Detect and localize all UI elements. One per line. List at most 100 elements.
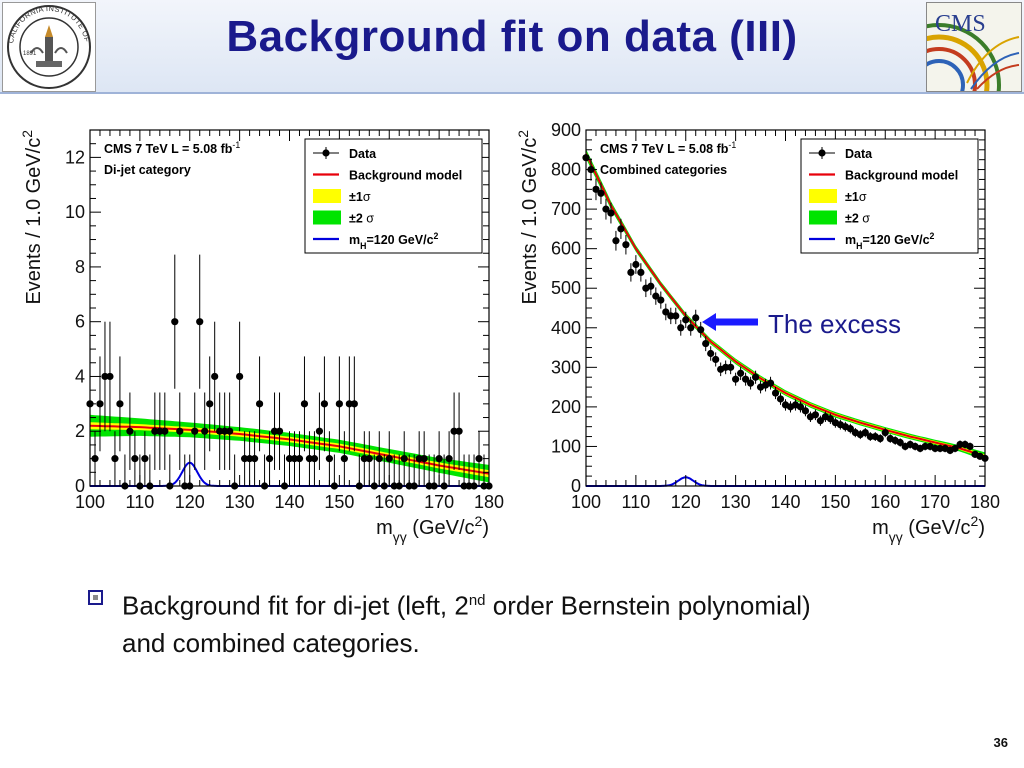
combined-data-point [846,425,854,433]
combined-x-axis-label: mγγ (GeV/c2) [872,513,985,545]
combined-data-point [881,429,889,437]
dijet-data-point [161,427,169,435]
dijet-data-point [315,427,324,435]
combined-data-point [692,314,700,322]
combined-data-point [662,308,670,316]
dijet-y-tick-label: 2 [75,421,85,441]
dijet-data-point [226,427,234,435]
combined-data-point [746,379,755,387]
bullet-text: Background fit for di-jet (left, 2nd ord… [122,582,982,662]
dijet-data-point [196,318,204,326]
dijet-data-point [345,400,353,408]
dijet-data-point [420,455,428,463]
dijet-y-tick-label: 8 [75,257,85,277]
excess-annotation: The excess [768,309,901,339]
combined-data-point [622,241,630,249]
combined-legend-label: ±1σ [845,190,867,204]
dijet-data-point [191,427,199,435]
dijet-data-point [151,427,159,435]
dijet-data-point [285,455,294,463]
combined-data-point [657,296,665,304]
combined-data-point [896,438,904,447]
dijet-x-axis-label: mγγ (GeV/c2) [376,513,489,545]
combined-data-point [732,375,740,383]
dijet-x-tick-label: 120 [175,492,205,512]
dijet-data-point [250,455,259,463]
dijet-data-point [300,400,309,408]
dijet-data-point [111,455,119,463]
combined-legend-label: Data [845,147,873,161]
combined-y-tick-label: 900 [551,120,581,140]
combined-data-point [592,185,600,193]
bullet-text-part1: Background fit for di-jet (left, 2 [122,590,469,621]
combined-data-point [966,442,974,451]
dijet-data-point [275,427,284,435]
bullet-text-sup: nd [468,592,486,609]
dijet-data-point [325,455,333,463]
combined-data-point [667,312,675,320]
combined-data-point [682,316,690,324]
combined-data-point [866,432,874,441]
combined-data-point [607,209,615,217]
combined-data-point [936,444,944,453]
dijet-chart-title: CMS 7 TeV L = 5.08 fb-1 [104,140,240,156]
combined-y-tick-label: 0 [571,476,581,496]
dijet-y-tick-label: 6 [75,312,85,332]
excess-arrow-icon [702,313,758,331]
dijet-data-point [385,455,393,463]
slide-title: Background fit on data (III) [226,12,798,61]
bullet-text-part2: order Bernstein polynomial) [485,590,811,621]
dijet-data-point [435,455,443,463]
combined-y-tick-label: 300 [551,357,581,377]
caltech-seal-logo: 1891 CALIFORNIA INSTITUTE OF TECHNOLOGY [2,2,96,92]
dijet-y-axis-label: Events / 1.0 GeV/c2 [19,130,45,305]
dijet-data-point [156,427,164,435]
dijet-legend-box-key [313,210,341,225]
combined-legend-label: ±2 σ [845,212,870,226]
combined-chart-title: CMS 7 TeV L = 5.08 fb-1 [600,140,736,156]
dijet-data-point [450,427,458,435]
combined-data-point [816,417,825,425]
combined-legend-box-key [809,189,837,203]
dijet-data-point [216,427,224,435]
combined-data-point [921,442,929,451]
dijet-x-tick-label: 170 [424,492,454,512]
combined-data-point [801,407,810,415]
dijet-data-point [246,455,254,463]
combined-data-point [727,363,735,371]
dijet-data-point [265,455,274,463]
dijet-data-point [415,455,423,463]
dijet-data-point [340,455,348,463]
combined-data-point [796,403,805,411]
dijet-data-point [106,372,114,381]
dijet-data-point [305,455,314,463]
combined-data-point [776,395,785,403]
combined-data-point [652,292,660,300]
combined-background-model-line [585,153,986,458]
combined-x-tick-label: 170 [920,492,950,512]
dijet-legend-label: ±2 σ [349,212,374,226]
combined-data-point [956,440,964,449]
dijet-data-point [241,455,249,463]
dijet-x-tick-label: 100 [75,492,105,512]
dijet-x-tick-label: 160 [374,492,404,512]
combined-y-tick-label: 800 [551,160,581,180]
dijet-data-point [475,455,483,463]
combined-y-tick-label: 400 [551,318,581,338]
cms-logo: CMS [926,2,1022,92]
combined-legend-label: Background model [845,169,958,183]
bullet-checkbox-icon [88,590,103,605]
combined-data-point [677,324,685,332]
combined-data-point [612,237,620,245]
combined-data-point [826,415,834,423]
combined-legend-label: mH=120 GeV/c2 [845,231,935,251]
combined-data-point [951,444,959,453]
title-bar: Background fit on data (III) [0,0,1024,94]
combined-data-point [627,268,635,276]
combined-data-point [637,268,645,276]
combined-fit-plot: 100 110 120 130 140 150 160 170 1800100200300400… [515,120,1000,545]
dijet-x-tick-label: 110 [126,492,155,512]
combined-x-tick-label: 160 [870,492,900,512]
dijet-x-tick-label: 150 [324,492,354,512]
dijet-data-point [400,455,408,463]
